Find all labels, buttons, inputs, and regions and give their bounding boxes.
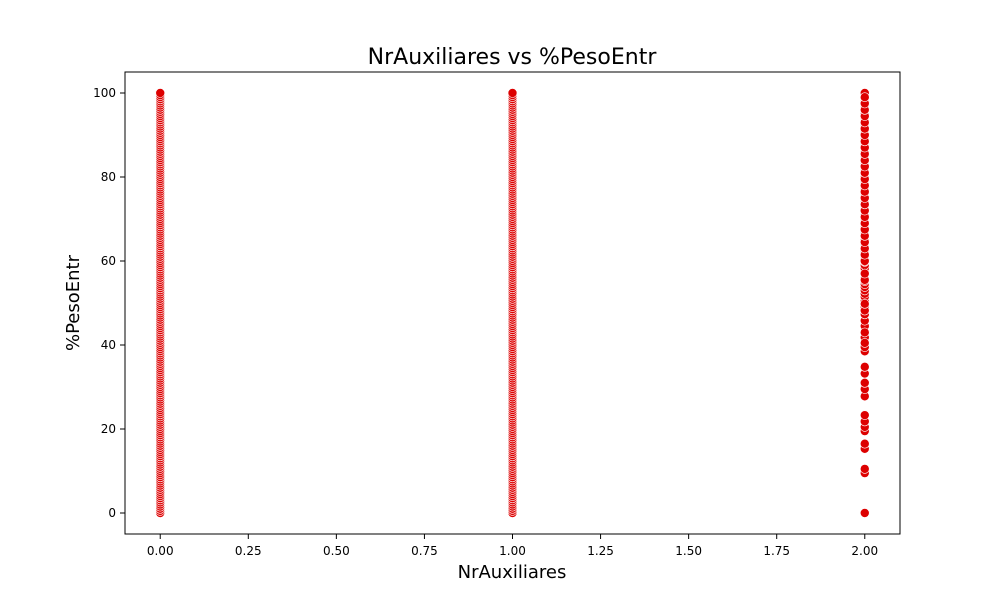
data-point	[859, 92, 870, 102]
y-tick-label: 0	[108, 506, 116, 520]
y-tick-label: 60	[101, 254, 116, 268]
y-tick-label: 100	[93, 86, 116, 100]
data-point	[155, 88, 166, 98]
data-point	[859, 362, 870, 372]
data-point	[859, 464, 870, 474]
y-tick-label: 20	[101, 422, 116, 436]
x-tick-label: 0.50	[323, 544, 350, 558]
x-tick-label: 2.00	[851, 544, 878, 558]
x-tick-label: 0.25	[235, 544, 262, 558]
y-axis-label: %PesoEntr	[63, 254, 84, 351]
y-axis-ticks: 0 20 40 60 80 100	[93, 86, 125, 520]
data-point	[859, 327, 870, 338]
data-point	[859, 377, 870, 388]
x-axis-label: NrAuxiliares	[458, 562, 567, 583]
y-tick-label: 80	[101, 170, 116, 184]
x-tick-label: 1.25	[587, 544, 614, 558]
data-point	[859, 410, 870, 420]
x-tick-label: 1.75	[763, 544, 790, 558]
data-point	[507, 88, 518, 98]
data-point	[859, 508, 870, 518]
x-axis-ticks: 0.00 0.25 0.50 0.75 1.00 1.25 1.50 1.75 2.00	[147, 534, 878, 558]
data-points	[155, 88, 870, 518]
data-point	[859, 438, 870, 449]
data-point	[859, 338, 870, 348]
y-tick-label: 40	[101, 338, 116, 352]
data-point	[859, 299, 870, 309]
x-tick-label: 0.75	[411, 544, 438, 558]
x-tick-label: 1.00	[499, 544, 526, 558]
chart-title: NrAuxiliares vs %PesoEntr	[368, 45, 658, 70]
x-tick-label: 1.50	[675, 544, 702, 558]
x-tick-label: 0.00	[147, 544, 174, 558]
data-point	[859, 268, 870, 279]
